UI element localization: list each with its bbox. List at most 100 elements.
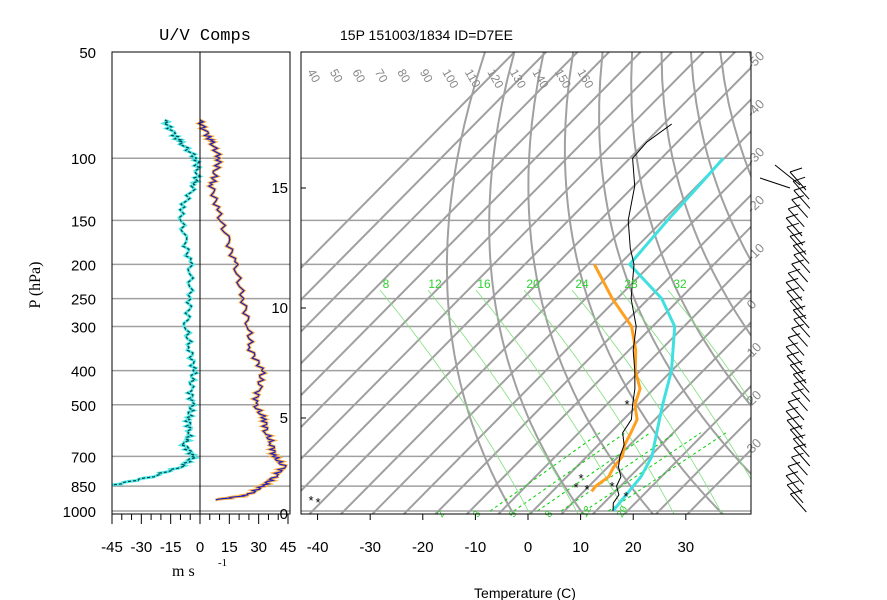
temperature-tick-label: 0: [524, 539, 532, 556]
wind-barb-flag: [793, 434, 806, 440]
theta-e-line: [611, 157, 725, 512]
theta-e-label: 20: [526, 277, 540, 291]
dry-adiabat: [445, 52, 515, 514]
isotherm-line: [623, 384, 751, 514]
dry-adiabat: [779, 52, 887, 519]
theta-label: 160: [574, 67, 596, 92]
theta-label: 140: [529, 67, 551, 92]
wind-barb-flag: [787, 461, 801, 467]
dry-adiabat: [660, 52, 751, 338]
theta-e-label: 8: [383, 277, 390, 291]
wind-barb-staff: [793, 383, 811, 402]
left-x-ticks: -45 -30 -15 0 15 30 45: [101, 514, 296, 556]
surface-marker: *: [578, 471, 583, 486]
isotherm-line: [301, 52, 705, 461]
pressure-tick-label: 50: [79, 45, 96, 62]
wind-barb-staff: [789, 493, 807, 513]
wind-barb-flag: [791, 323, 804, 329]
isotherm-line: [497, 257, 751, 514]
wind-barb-staff: [787, 272, 805, 292]
left-panel-series: [112, 118, 289, 502]
temperature-line: [612, 123, 672, 512]
dry-adiabat: [488, 52, 585, 514]
wind-barb-flag: [791, 195, 804, 201]
temperature-tick-label: -40: [307, 539, 329, 556]
left-x-tick-label: -30: [130, 539, 152, 556]
isotherm-line: [301, 52, 673, 429]
isotherm-line: [465, 225, 751, 514]
temperature-tick-label: 20: [625, 539, 642, 556]
wind-barb-staff: [793, 447, 811, 467]
v-component-line: [197, 119, 287, 501]
temperature-tick-label: -10: [465, 539, 487, 556]
mixing-ratio-label: 20: [615, 504, 630, 520]
wind-barb-flag: [786, 480, 800, 486]
theta-e-label: 32: [673, 277, 687, 291]
height-tick-label: 5: [280, 410, 288, 427]
left-x-tick-label: -45: [101, 539, 123, 556]
theta-label: 70: [372, 67, 391, 86]
dry-adiabat: [598, 52, 751, 476]
temperature-axis-label: Temperature (C): [474, 585, 576, 600]
wind-barb-staff: [774, 164, 801, 186]
surface-marker: *: [624, 397, 629, 412]
skewt-frame: [300, 51, 752, 515]
isotherm-line: [301, 52, 736, 493]
isotherm-line: [434, 193, 751, 514]
left-y-axis-label: P (hPa): [27, 262, 44, 309]
wind-barb-staff: [792, 309, 810, 329]
u-component-line: [112, 119, 202, 486]
wind-barb-flag: [785, 406, 799, 412]
temperature-tick-label: 30: [677, 539, 694, 556]
temperature-ticks: -40 -30 -20 -10 0 10 20 30: [307, 514, 694, 556]
wind-barb-flag: [793, 305, 806, 311]
pressure-tick-label: 500: [71, 398, 96, 415]
theta-e-label: 28: [624, 277, 638, 291]
wind-barb-staff: [791, 263, 809, 283]
wind-barb-flag: [787, 333, 801, 339]
moist-adiabat: [475, 289, 627, 514]
pressure-ticks: 50 100 150 200 250 300 400 500 700 850 1000: [63, 45, 96, 521]
left-x-tick-label: 30: [250, 539, 267, 556]
left-x-tick-label: 0: [196, 539, 204, 556]
wind-barb-staff: [791, 199, 809, 218]
wind-barb-flag: [790, 360, 803, 366]
mixing-ratio-line: [584, 432, 702, 512]
wind-barb-flag: [791, 259, 804, 265]
left-panel-frame: [111, 51, 291, 515]
pressure-tick-label: 700: [71, 449, 96, 466]
pressure-tick-label: 400: [71, 364, 96, 381]
wind-barb-flag: [793, 241, 806, 247]
isotherm-label: -10: [744, 240, 768, 264]
isotherm-line: [339, 98, 751, 514]
mixing-ratio-line: [537, 432, 651, 512]
wind-barb-flag: [793, 185, 807, 191]
theta-label: 60: [349, 67, 368, 86]
moist-adiabat: [571, 289, 723, 514]
dry-adiabat: [838, 52, 887, 519]
pressure-tick-label: 250: [71, 292, 96, 309]
wind-barb-flag: [790, 425, 803, 431]
wind-barb-flag: [785, 471, 799, 477]
isotherm-line: [560, 320, 751, 514]
height-ticks: 0 5 10 15: [271, 180, 306, 523]
wind-barb-staff: [786, 291, 804, 310]
dry-adiabat: [563, 52, 725, 514]
wind-barb-staff: [787, 466, 805, 485]
isotherm-label: 10: [744, 339, 765, 360]
isotherm-line: [301, 52, 516, 270]
theta-label: 100: [439, 67, 461, 92]
moist-adiabat: [523, 289, 675, 514]
theta-e-label: 24: [575, 277, 589, 291]
theta-label: 120: [484, 67, 506, 92]
height-tick-label: 0: [280, 506, 288, 523]
wind-barb-flag: [793, 250, 807, 256]
wind-barb-staff: [759, 177, 791, 189]
wind-barb-flag: [793, 379, 807, 385]
surface-marker: *: [609, 479, 614, 494]
isotherm-line: [301, 52, 642, 397]
wind-barb-flag: [793, 443, 806, 449]
wind-barb-flag: [789, 296, 803, 302]
temperature-tick-label: 10: [572, 539, 589, 556]
pressure-tick-label: 150: [71, 213, 96, 230]
